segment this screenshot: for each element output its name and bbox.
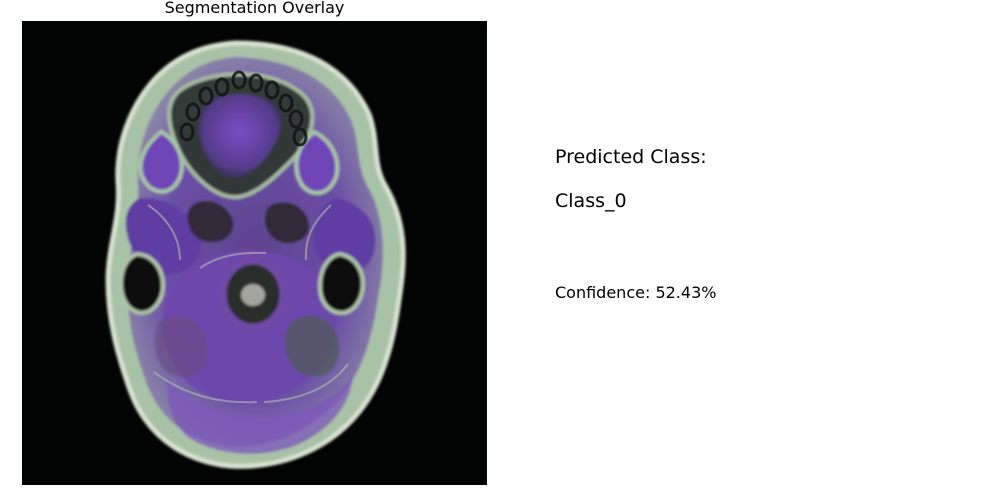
figure-title: Segmentation Overlay bbox=[164, 0, 345, 17]
mri-segmentation-image bbox=[22, 21, 487, 485]
dental-ring bbox=[179, 70, 308, 147]
scan-highlights bbox=[147, 204, 349, 404]
predicted-class-label: Predicted Class: bbox=[555, 146, 707, 168]
confidence-text: Confidence: 52.43% bbox=[555, 283, 717, 302]
mri-scan-graphic bbox=[22, 21, 487, 485]
predicted-class-value: Class_0 bbox=[555, 190, 627, 212]
head-cross-section bbox=[105, 40, 406, 469]
